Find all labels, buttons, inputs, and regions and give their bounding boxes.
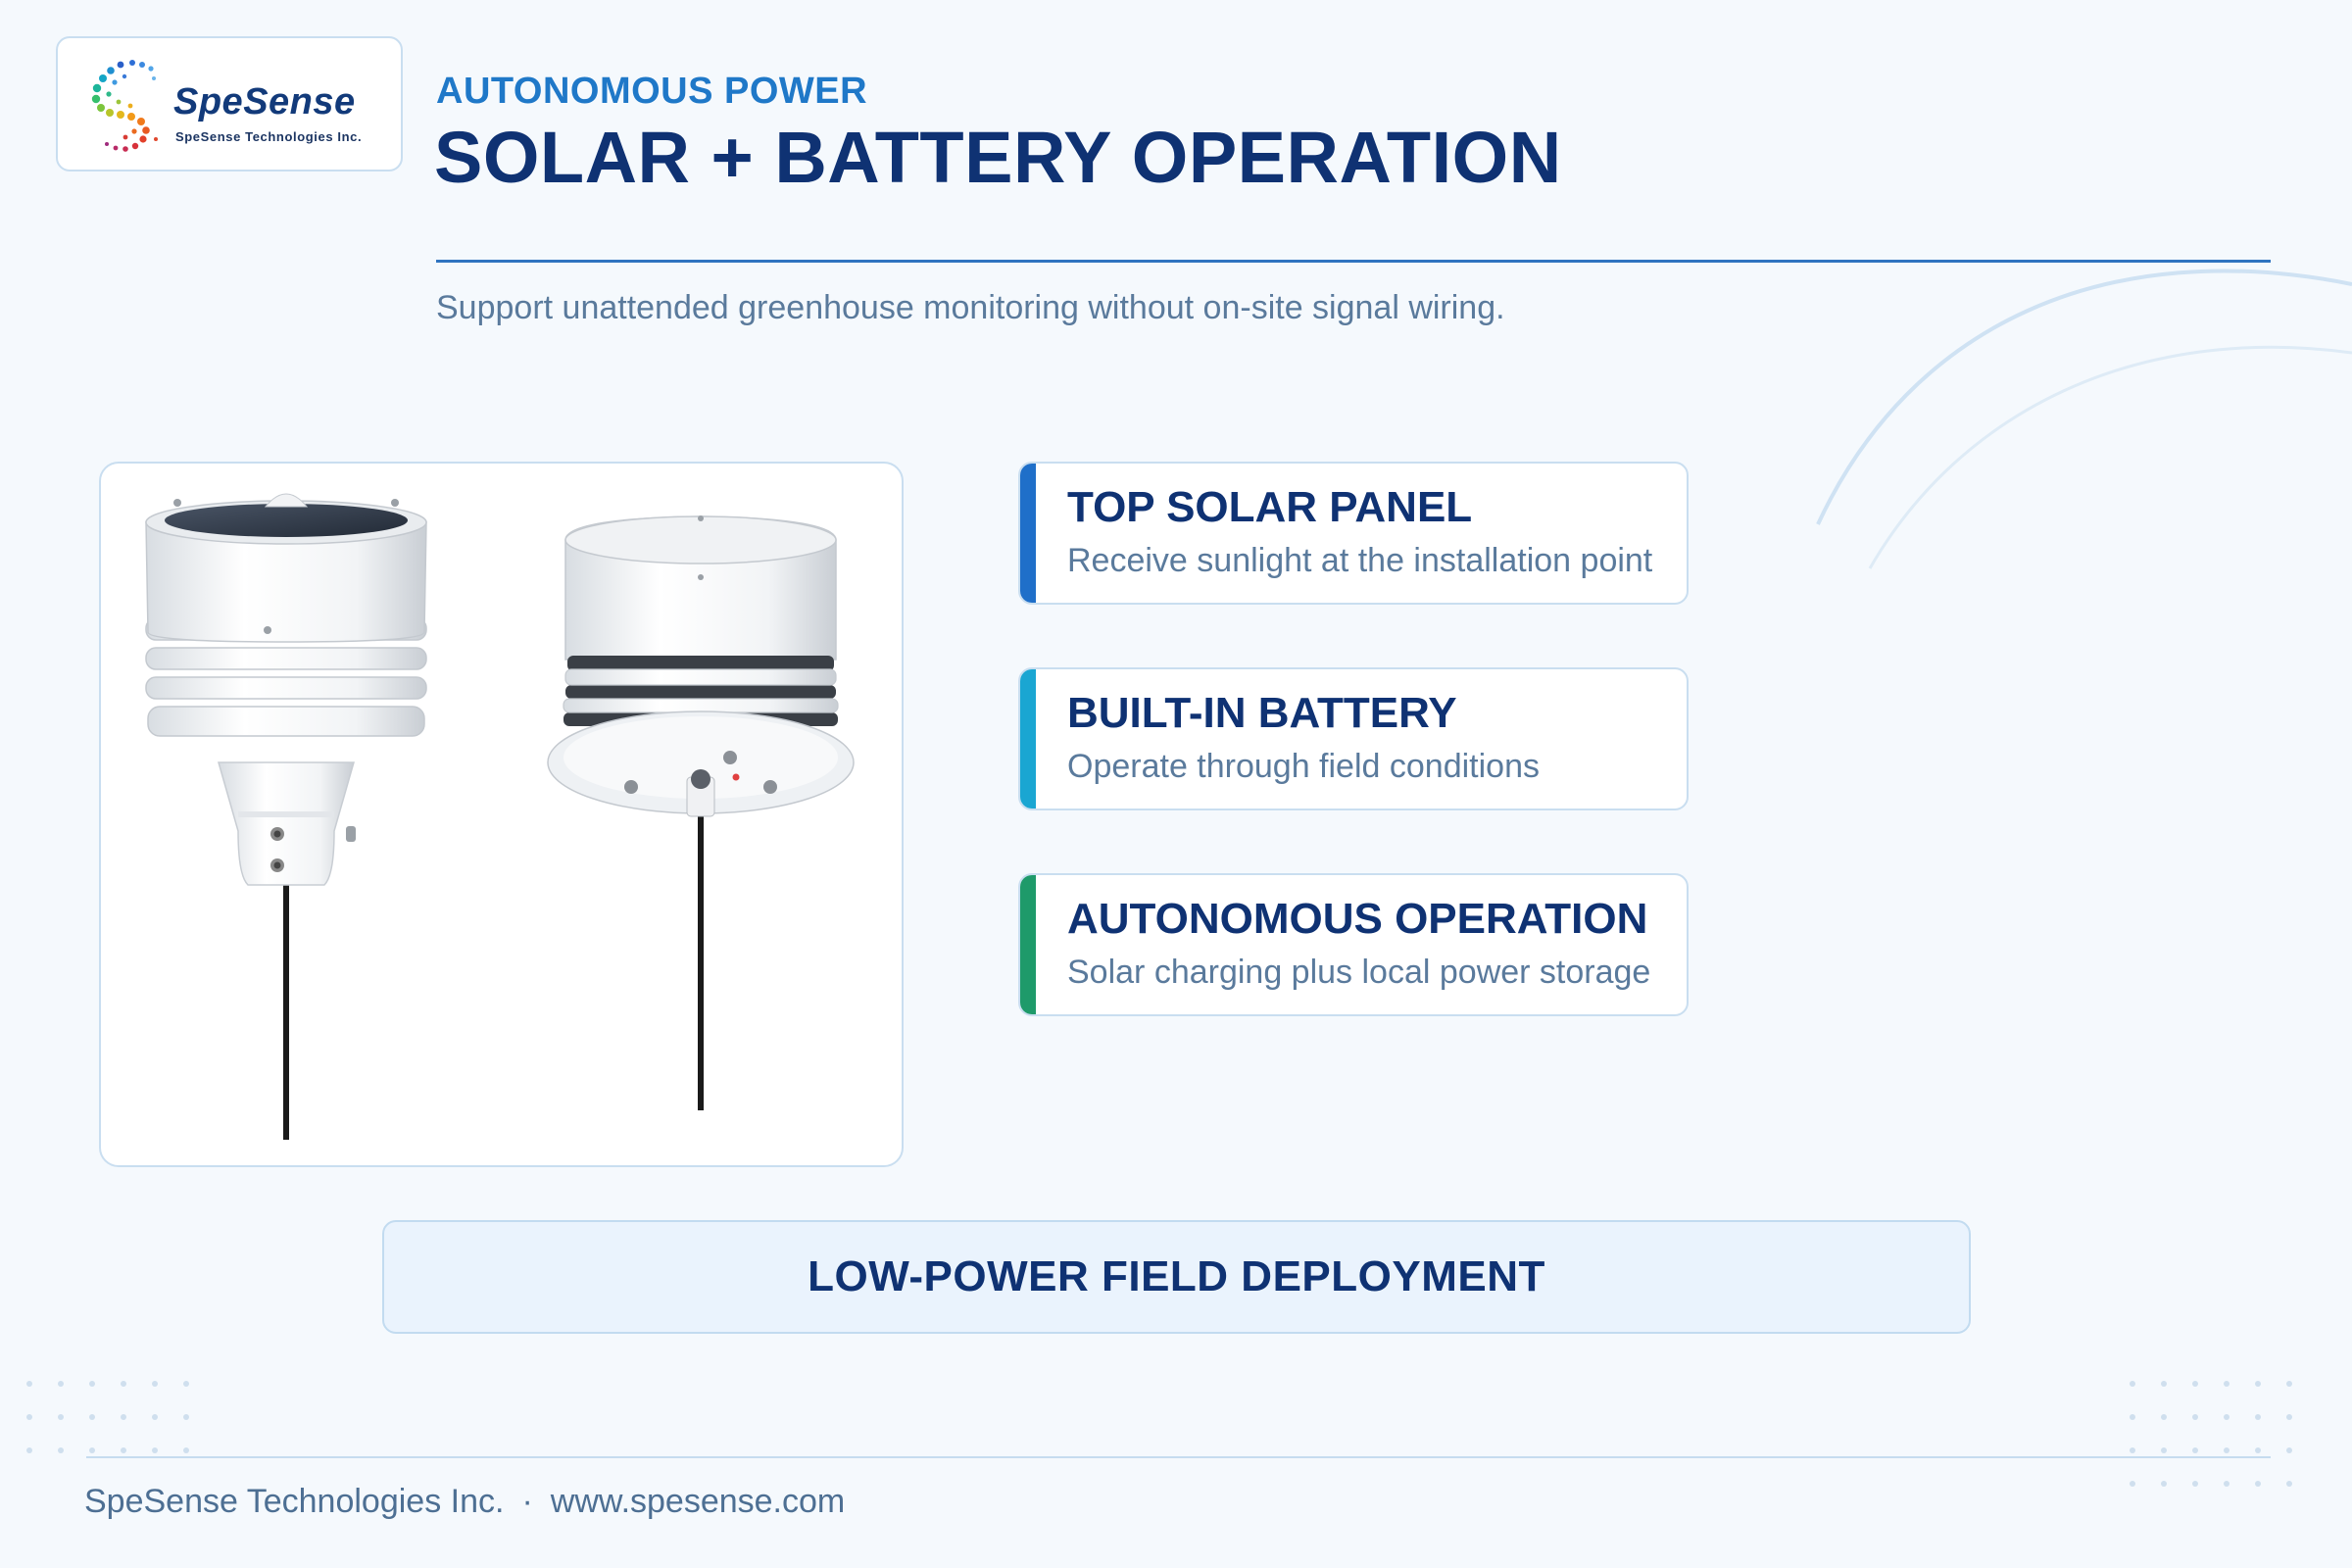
feature-card-battery: BUILT-IN BATTERY Operate through field c… — [1018, 667, 1689, 810]
solar-sensor-unit — [145, 493, 427, 1140]
feature-card-solar-panel: TOP SOLAR PANEL Receive sunlight at the … — [1018, 462, 1689, 605]
feature-title: AUTONOMOUS OPERATION — [1067, 895, 1648, 943]
deployment-banner: LOW-POWER FIELD DEPLOYMENT — [382, 1220, 1971, 1334]
feature-description: Receive sunlight at the installation poi… — [1067, 542, 1653, 579]
logo-swirl-icon — [91, 60, 158, 152]
title-divider — [436, 260, 2271, 263]
feature-accent-bar — [1020, 875, 1036, 1014]
footer-website-link[interactable]: www.spesense.com — [550, 1483, 846, 1520]
feature-title: TOP SOLAR PANEL — [1067, 483, 1473, 531]
brand-tagline: SpeSense Technologies Inc. — [175, 129, 363, 144]
footer-divider — [86, 1456, 2271, 1458]
page-title: SOLAR + BATTERY OPERATION — [434, 117, 1562, 198]
banner-label: LOW-POWER FIELD DEPLOYMENT — [808, 1252, 1545, 1300]
feature-description: Solar charging plus local power storage — [1067, 954, 1651, 991]
feature-accent-bar — [1020, 464, 1036, 603]
logo-card: SpeSense SpeSense Technologies Inc. — [56, 36, 403, 172]
product-image-card — [99, 462, 904, 1167]
footer-separator: · — [521, 1483, 533, 1520]
section-eyebrow: AUTONOMOUS POWER — [436, 71, 868, 112]
footer: SpeSense Technologies Inc. · www.spesense.… — [84, 1483, 845, 1521]
feature-accent-bar — [1020, 669, 1036, 808]
feature-card-autonomous: AUTONOMOUS OPERATION Solar charging plus… — [1018, 873, 1689, 1016]
page-subtitle: Support unattended greenhouse monitoring… — [436, 289, 1505, 326]
brand-name: SpeSense — [173, 81, 356, 122]
feature-description: Operate through field conditions — [1067, 748, 1540, 785]
footer-company: SpeSense Technologies Inc. — [84, 1483, 505, 1520]
battery-sensor-unit — [547, 515, 855, 1110]
sensor-illustration — [145, 493, 855, 1140]
feature-title: BUILT-IN BATTERY — [1067, 689, 1457, 737]
